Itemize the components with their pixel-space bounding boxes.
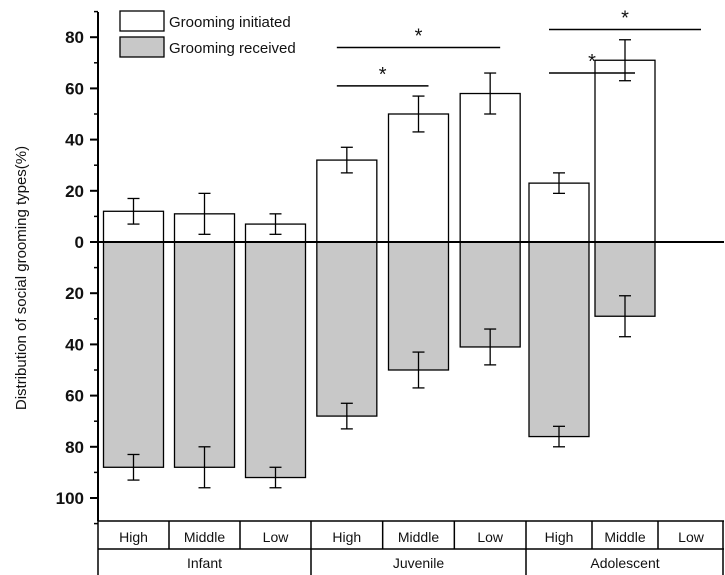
category-label: High <box>119 529 148 545</box>
y-tick-label: 100 <box>56 489 84 508</box>
bar-received-infant-middle <box>173 241 236 468</box>
category-label: Middle <box>604 529 645 545</box>
legend-label: Grooming initiated <box>169 14 291 31</box>
category-label: Middle <box>184 529 225 545</box>
bar-received-infant-low <box>244 241 307 479</box>
significance-star: * <box>415 25 423 47</box>
y-tick-label: 20 <box>65 182 84 201</box>
legend-swatch <box>119 10 165 32</box>
category-axis: High Middle Low High Middle Low High Middle Low I… <box>97 520 724 575</box>
bar-received-adolescent-high <box>528 241 590 438</box>
significance-star: * <box>379 64 387 86</box>
y-tick-label: 40 <box>65 335 84 354</box>
y-tick-label: 20 <box>65 284 84 303</box>
bar-initiated-juvenile-low <box>459 92 521 243</box>
category-label: Low <box>678 529 705 545</box>
bar-received-infant-high <box>102 241 165 468</box>
y-tick-label: 80 <box>65 28 84 47</box>
y-tick-label: 60 <box>65 387 84 406</box>
y-tick-label: 60 <box>65 79 84 98</box>
category-label: High <box>332 529 361 545</box>
bar-initiated-juvenile-middle <box>387 113 450 243</box>
significance-star: * <box>621 8 629 30</box>
category-label: Low <box>477 529 504 545</box>
significance-layer: * * * * <box>336 8 701 87</box>
y-tick-label: 80 <box>65 438 84 457</box>
category-label: High <box>545 529 574 545</box>
significance-star: * <box>588 51 596 73</box>
y-axis-label: Distribution of social grooming types(%) <box>13 146 30 410</box>
legend-swatch <box>119 36 165 58</box>
group-label: Infant <box>187 555 222 571</box>
bar-received-juvenile-middle <box>387 241 450 371</box>
bar-received-juvenile-high <box>316 241 378 417</box>
bar-initiated-adolescent-middle <box>594 59 656 243</box>
group-label: Juvenile <box>393 555 445 571</box>
category-label: Middle <box>398 529 439 545</box>
y-tick-label: 0 <box>75 233 84 252</box>
legend-label: Grooming received <box>169 40 296 57</box>
group-label: Adolescent <box>590 555 659 571</box>
y-axis: 0 20 40 60 80 20 40 60 80 100 <box>56 10 724 525</box>
legend: Grooming initiated Grooming received <box>119 10 296 58</box>
bars-layer <box>102 39 656 489</box>
category-label: Low <box>263 529 290 545</box>
y-tick-label: 40 <box>65 131 84 150</box>
